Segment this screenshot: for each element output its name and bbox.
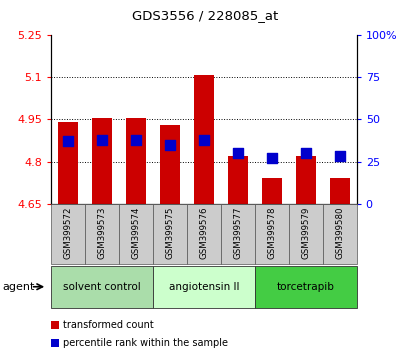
Bar — [295, 156, 315, 204]
Bar — [51, 204, 85, 264]
Point — [166, 142, 173, 148]
Point — [336, 154, 342, 159]
Bar — [261, 178, 281, 204]
Text: GSM399577: GSM399577 — [233, 206, 242, 259]
Bar — [119, 204, 153, 264]
Text: torcetrapib: torcetrapib — [276, 282, 334, 292]
Point — [302, 150, 308, 156]
Point — [99, 137, 105, 143]
Bar — [193, 75, 213, 204]
Bar — [254, 204, 288, 264]
Text: GSM399573: GSM399573 — [97, 206, 106, 259]
Text: agent: agent — [2, 282, 34, 292]
Bar — [58, 122, 78, 204]
Text: transformed count: transformed count — [63, 320, 153, 330]
Bar — [288, 204, 322, 264]
Text: GSM399578: GSM399578 — [267, 206, 276, 259]
Text: GSM399574: GSM399574 — [131, 206, 140, 259]
Text: GDS3556 / 228085_at: GDS3556 / 228085_at — [132, 9, 277, 22]
Point — [200, 137, 207, 143]
Bar — [220, 204, 254, 264]
Bar — [187, 204, 220, 264]
Bar — [254, 266, 356, 308]
Bar — [322, 204, 356, 264]
Bar — [160, 125, 180, 204]
Text: solvent control: solvent control — [63, 282, 141, 292]
Point — [133, 137, 139, 143]
Bar — [153, 266, 254, 308]
Text: GSM399575: GSM399575 — [165, 206, 174, 259]
Text: GSM399580: GSM399580 — [335, 206, 344, 259]
Point — [234, 150, 240, 156]
Text: angiotensin II: angiotensin II — [169, 282, 238, 292]
Bar — [85, 204, 119, 264]
Text: GSM399579: GSM399579 — [301, 206, 310, 259]
Bar — [126, 118, 146, 204]
Text: percentile rank within the sample: percentile rank within the sample — [63, 338, 227, 348]
Text: GSM399576: GSM399576 — [199, 206, 208, 259]
Bar — [51, 266, 153, 308]
Bar — [92, 118, 112, 204]
Text: GSM399572: GSM399572 — [63, 206, 72, 259]
Point — [65, 138, 71, 144]
Bar — [329, 178, 349, 204]
Point — [268, 155, 274, 161]
Bar — [153, 204, 187, 264]
Bar — [227, 156, 247, 204]
